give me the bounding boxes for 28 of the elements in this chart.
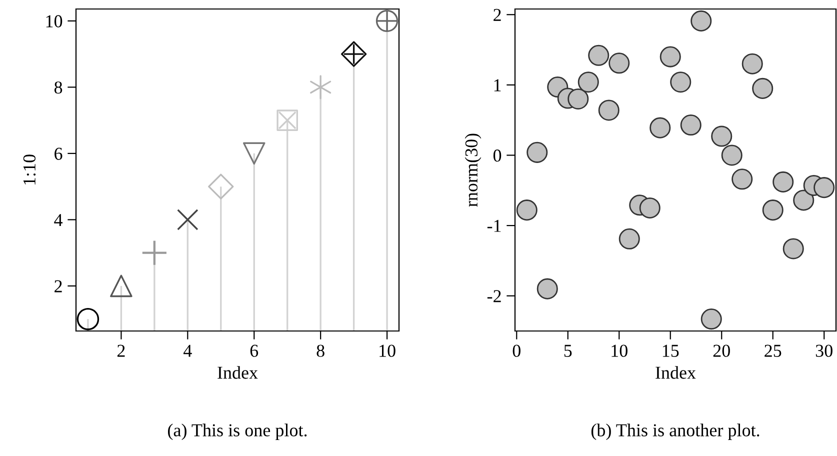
y-axis-title: rnorm(30) [464, 134, 482, 207]
y-tick-label: 2 [494, 8, 501, 21]
x-tick-label: 20 [713, 344, 730, 357]
x-tick-label: 4 [183, 344, 192, 357]
x-tick-label: 5 [564, 344, 572, 357]
y-tick-label: -2 [487, 290, 501, 302]
x-axis-title: Index [218, 366, 258, 379]
y-tick-label: 2 [54, 280, 62, 292]
y-tick-label: 1 [494, 79, 501, 92]
x-axis-title: Index [656, 366, 696, 379]
text: (b) This is another plot. [591, 424, 760, 440]
text: (a) This is one plot. [168, 424, 307, 440]
y-tick-label: 6 [54, 148, 62, 160]
x-tick-label: 25 [764, 344, 782, 357]
x-tick-label: 15 [662, 344, 679, 357]
x-tick-label: 6 [250, 344, 258, 357]
x-tick-label: 10 [380, 344, 396, 357]
y-tick-label: -1 [487, 220, 501, 232]
y-tick-label: 4 [54, 214, 63, 226]
y-tick-label: 0 [493, 149, 502, 162]
y-tick-label: 10 [46, 15, 62, 28]
x-tick-label: 8 [316, 344, 324, 357]
x-tick-label: 0 [512, 344, 520, 357]
y-axis-title: 1:10 [23, 154, 36, 184]
x-tick-label: 2 [117, 344, 125, 357]
x-tick-label: 10 [612, 344, 628, 357]
x-tick-label: 30 [816, 344, 832, 357]
y-tick-label: 8 [54, 81, 62, 94]
